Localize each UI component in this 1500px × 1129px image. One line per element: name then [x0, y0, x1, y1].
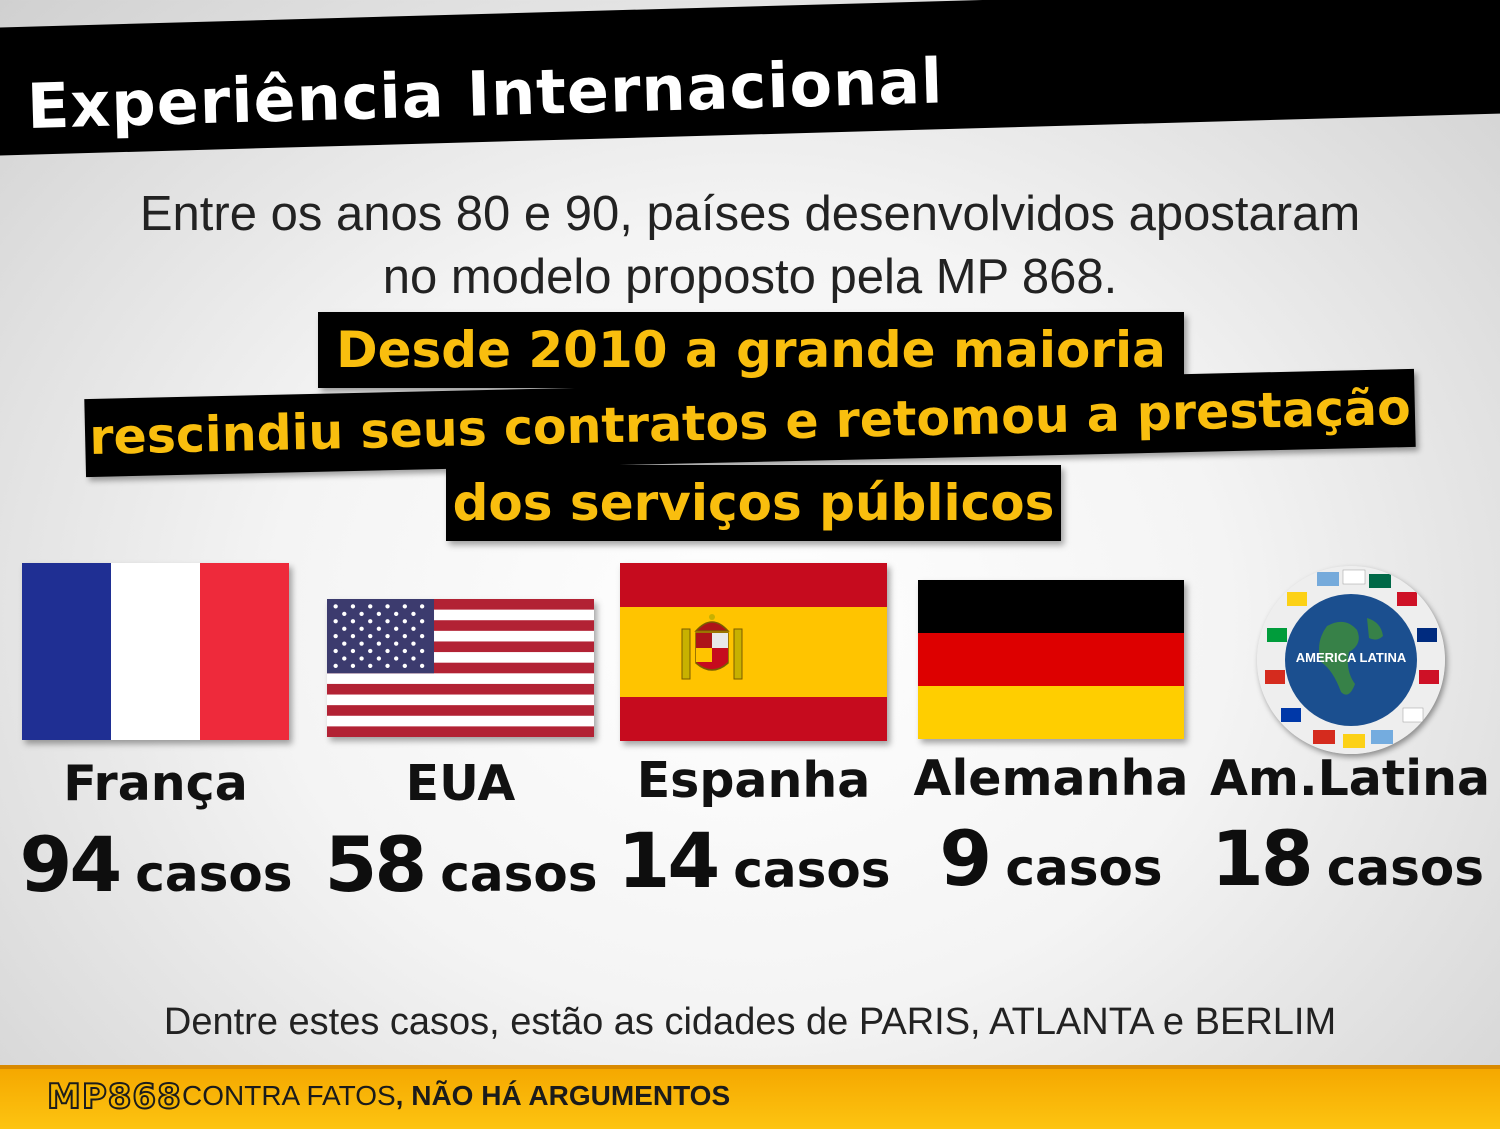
case-number: 9	[939, 814, 992, 903]
country-name-eua: EUA	[405, 755, 516, 812]
spain-flag	[620, 563, 887, 741]
usa-flag	[327, 599, 594, 737]
case-count-alemanha: 9 casos	[905, 814, 1197, 903]
france-flag	[22, 563, 289, 740]
case-unit: casos	[733, 841, 891, 899]
tagline-light: CONTRA FATOS	[182, 1080, 396, 1111]
case-number: 14	[617, 816, 720, 905]
case-unit: casos	[440, 845, 598, 903]
globe-label: AMERICA LATINA	[1295, 650, 1407, 665]
tagline-bold: , NÃO HÁ ARGUMENTOS	[395, 1080, 731, 1111]
latin-america-globe: AMERICA LATINA	[1257, 566, 1445, 754]
country-name-am-latina: Am.Latina	[1209, 750, 1491, 807]
footer-tagline: CONTRA FATOS, NÃO HÁ ARGUMENTOS	[182, 1080, 730, 1112]
mp868-logo: MP868	[46, 1076, 182, 1118]
highlight-line-3: dos serviços públicos	[446, 465, 1061, 541]
country-name-alemanha: Alemanha	[913, 750, 1189, 807]
case-unit: casos	[1005, 839, 1163, 897]
case-count-eua: 58 casos	[315, 820, 607, 909]
case-count-espanha: 14 casos	[608, 816, 900, 905]
case-count-franca: 94 casos	[10, 820, 302, 909]
highlight-line-1: Desde 2010 a grande maioria	[318, 312, 1184, 388]
intro-line-2: no modelo proposto pela MP 868.	[382, 250, 1118, 304]
country-name-espanha: Espanha	[636, 752, 871, 809]
intro-text: Entre os anos 80 e 90, países desenvolvi…	[0, 183, 1500, 309]
case-unit: casos	[135, 845, 293, 903]
country-name-franca: França	[63, 755, 248, 812]
footnote-cities: PARIS, ATLANTA e BERLIM	[858, 1001, 1337, 1043]
footer-bar	[0, 1065, 1500, 1129]
case-number: 58	[324, 820, 427, 909]
case-number: 18	[1210, 814, 1314, 903]
germany-flag	[918, 580, 1184, 739]
footnote-prefix: Dentre estes casos, estão as cidades de	[163, 1001, 859, 1043]
footnote: Dentre estes casos, estão as cidades de …	[0, 1001, 1500, 1044]
case-count-am-latina: 18 casos	[1200, 814, 1495, 903]
case-number: 94	[19, 820, 122, 909]
intro-line-1: Entre os anos 80 e 90, países desenvolvi…	[139, 187, 1361, 241]
highlight-line-2: rescindiu seus contratos e retomou a pre…	[84, 368, 1416, 478]
case-unit: casos	[1326, 839, 1485, 897]
